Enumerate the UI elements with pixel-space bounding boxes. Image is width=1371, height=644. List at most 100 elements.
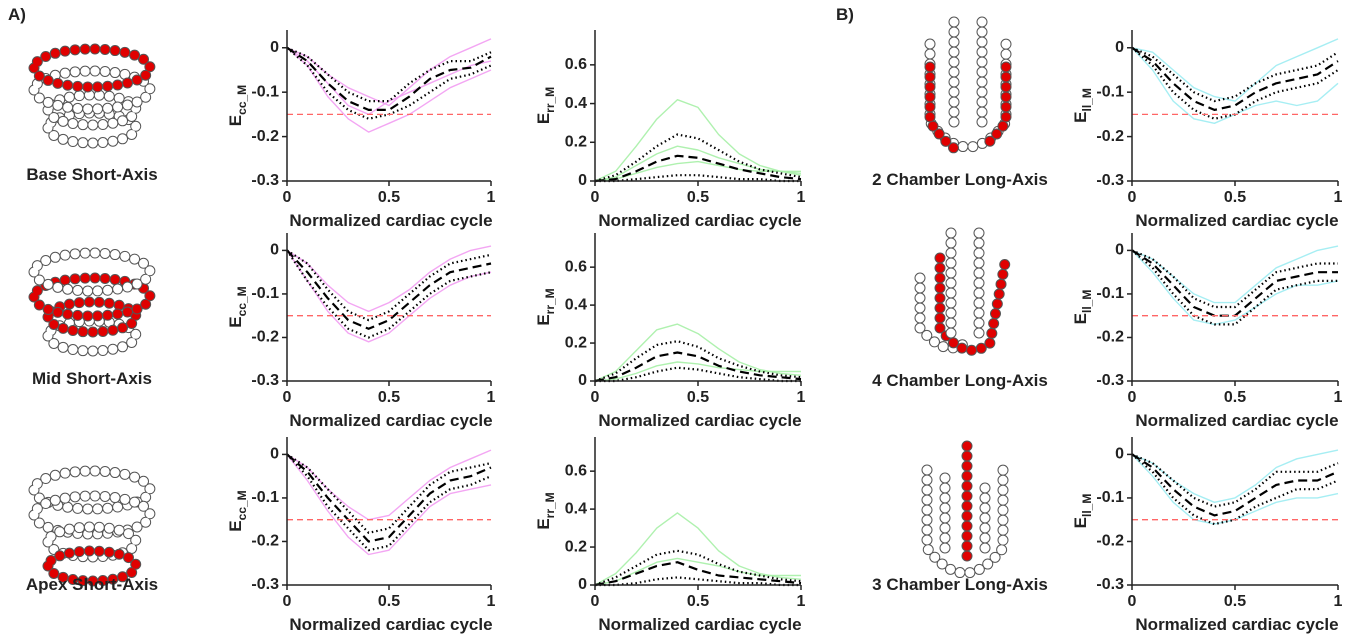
y-tick-label: -0.2 <box>1096 329 1124 346</box>
y-tick-label: -0.3 <box>251 372 279 389</box>
x-axis-label: Normalized cardiac cycle <box>289 615 492 634</box>
series-line <box>595 366 801 383</box>
axes <box>594 30 801 182</box>
series-line <box>1131 245 1339 304</box>
y-axis-label-main: E <box>534 314 553 325</box>
y-axis-label: Err_M <box>534 288 557 325</box>
x-tick-label: 0 <box>1128 389 1137 406</box>
x-tick-label: 1 <box>487 189 496 206</box>
series-line <box>286 47 492 133</box>
x-tick-label: 0.5 <box>687 389 709 406</box>
y-tick-label: -0.1 <box>1096 285 1124 302</box>
y-tick-label: -0.2 <box>251 533 279 550</box>
series-line <box>594 351 802 383</box>
axes <box>286 437 491 586</box>
x-tick-label: 1 <box>1334 189 1343 206</box>
x-tick-label: 0.5 <box>687 189 709 206</box>
x-tick-label: 1 <box>797 389 806 406</box>
axes <box>286 30 491 182</box>
series-line <box>1131 249 1339 326</box>
y-tick-label: 0.6 <box>565 462 587 479</box>
x-tick-label: 0 <box>283 189 292 206</box>
y-axis-label-sub: cc_M <box>235 490 249 520</box>
y-tick-label: -0.3 <box>251 172 279 189</box>
x-tick-label: 0 <box>1128 189 1137 206</box>
series-line <box>1131 249 1338 309</box>
plot-lines <box>594 99 802 183</box>
y-axis-label-main: E <box>226 115 245 126</box>
x-axis-label: Normalized cardiac cycle <box>598 615 801 634</box>
x-tick-label: 0.5 <box>687 593 709 610</box>
series-line <box>286 38 492 107</box>
x-tick-label: 1 <box>487 389 496 406</box>
x-tick-label: 0.5 <box>378 593 400 610</box>
x-axis-label: Normalized cardiac cycle <box>1135 411 1338 430</box>
axes <box>286 233 491 382</box>
y-tick-label: 0 <box>578 172 587 189</box>
y-axis-label: Err_M <box>534 492 557 529</box>
x-axis-label: Normalized cardiac cycle <box>1135 211 1338 230</box>
y-axis-label: Ecc_M <box>226 85 249 126</box>
y-axis-label-sub: ll_M <box>1080 290 1094 313</box>
series-line <box>594 512 802 586</box>
x-tick-label: 0 <box>283 389 292 406</box>
y-axis-label: Ecc_M <box>226 286 249 327</box>
y-axis-label: Err_M <box>534 87 557 124</box>
y-axis-label: Ell_M <box>1071 494 1094 529</box>
series-line <box>594 160 801 182</box>
y-tick-label: 0.2 <box>565 538 587 555</box>
y-tick-label: -0.3 <box>1096 372 1124 389</box>
series-line <box>1131 38 1339 102</box>
y-tick-label: -0.1 <box>251 489 279 506</box>
series-line <box>1131 453 1339 508</box>
x-tick-label: 0 <box>283 593 292 610</box>
series-line <box>286 249 492 339</box>
series-line <box>286 249 492 330</box>
series-line <box>286 453 492 543</box>
y-tick-label: 0 <box>270 39 279 56</box>
series-line <box>1131 453 1339 517</box>
series-line <box>1131 449 1339 503</box>
plot-lines <box>594 323 802 383</box>
series-line <box>594 145 802 182</box>
y-tick-label: -0.2 <box>251 329 279 346</box>
series-line <box>286 245 492 313</box>
view-caption: Base Short-Axis <box>26 165 157 184</box>
y-axis-label-main: E <box>534 518 553 529</box>
y-axis-label-sub: cc_M <box>235 286 249 316</box>
axes <box>1131 437 1338 586</box>
view-illustration <box>34 253 150 351</box>
y-axis-label-main: E <box>1071 313 1090 324</box>
series-line <box>286 46 492 103</box>
axes <box>1131 30 1338 182</box>
y-tick-label: -0.1 <box>1096 489 1124 506</box>
y-tick-label: -0.2 <box>251 128 279 145</box>
y-tick-label: 0.2 <box>565 134 587 151</box>
series-line <box>594 154 802 183</box>
y-tick-label: 0 <box>270 446 279 463</box>
y-tick-label: 0.4 <box>565 95 587 112</box>
series-line <box>286 453 492 556</box>
y-axis-label-main: E <box>226 520 245 531</box>
series-line <box>1131 46 1339 120</box>
section-label: B) <box>836 5 854 24</box>
x-tick-label: 1 <box>797 189 806 206</box>
y-tick-label: 0.4 <box>565 500 587 517</box>
series-line <box>594 557 801 586</box>
y-tick-label: -0.3 <box>1096 576 1124 593</box>
plot-lines <box>1131 449 1339 526</box>
y-tick-label: -0.2 <box>1096 128 1124 145</box>
series-line <box>1131 46 1339 103</box>
view-caption: 4 Chamber Long-Axis <box>872 371 1048 390</box>
x-tick-label: 0.5 <box>378 389 400 406</box>
y-tick-label: 0 <box>270 242 279 259</box>
view-caption: 3 Chamber Long-Axis <box>872 575 1048 594</box>
view-illustration <box>914 233 1011 356</box>
view-illustration <box>927 440 1003 573</box>
y-tick-label: 0.6 <box>565 258 587 275</box>
series-line <box>595 174 801 183</box>
series-line <box>286 453 492 552</box>
plot-lines <box>1131 38 1339 124</box>
axes <box>594 233 801 382</box>
